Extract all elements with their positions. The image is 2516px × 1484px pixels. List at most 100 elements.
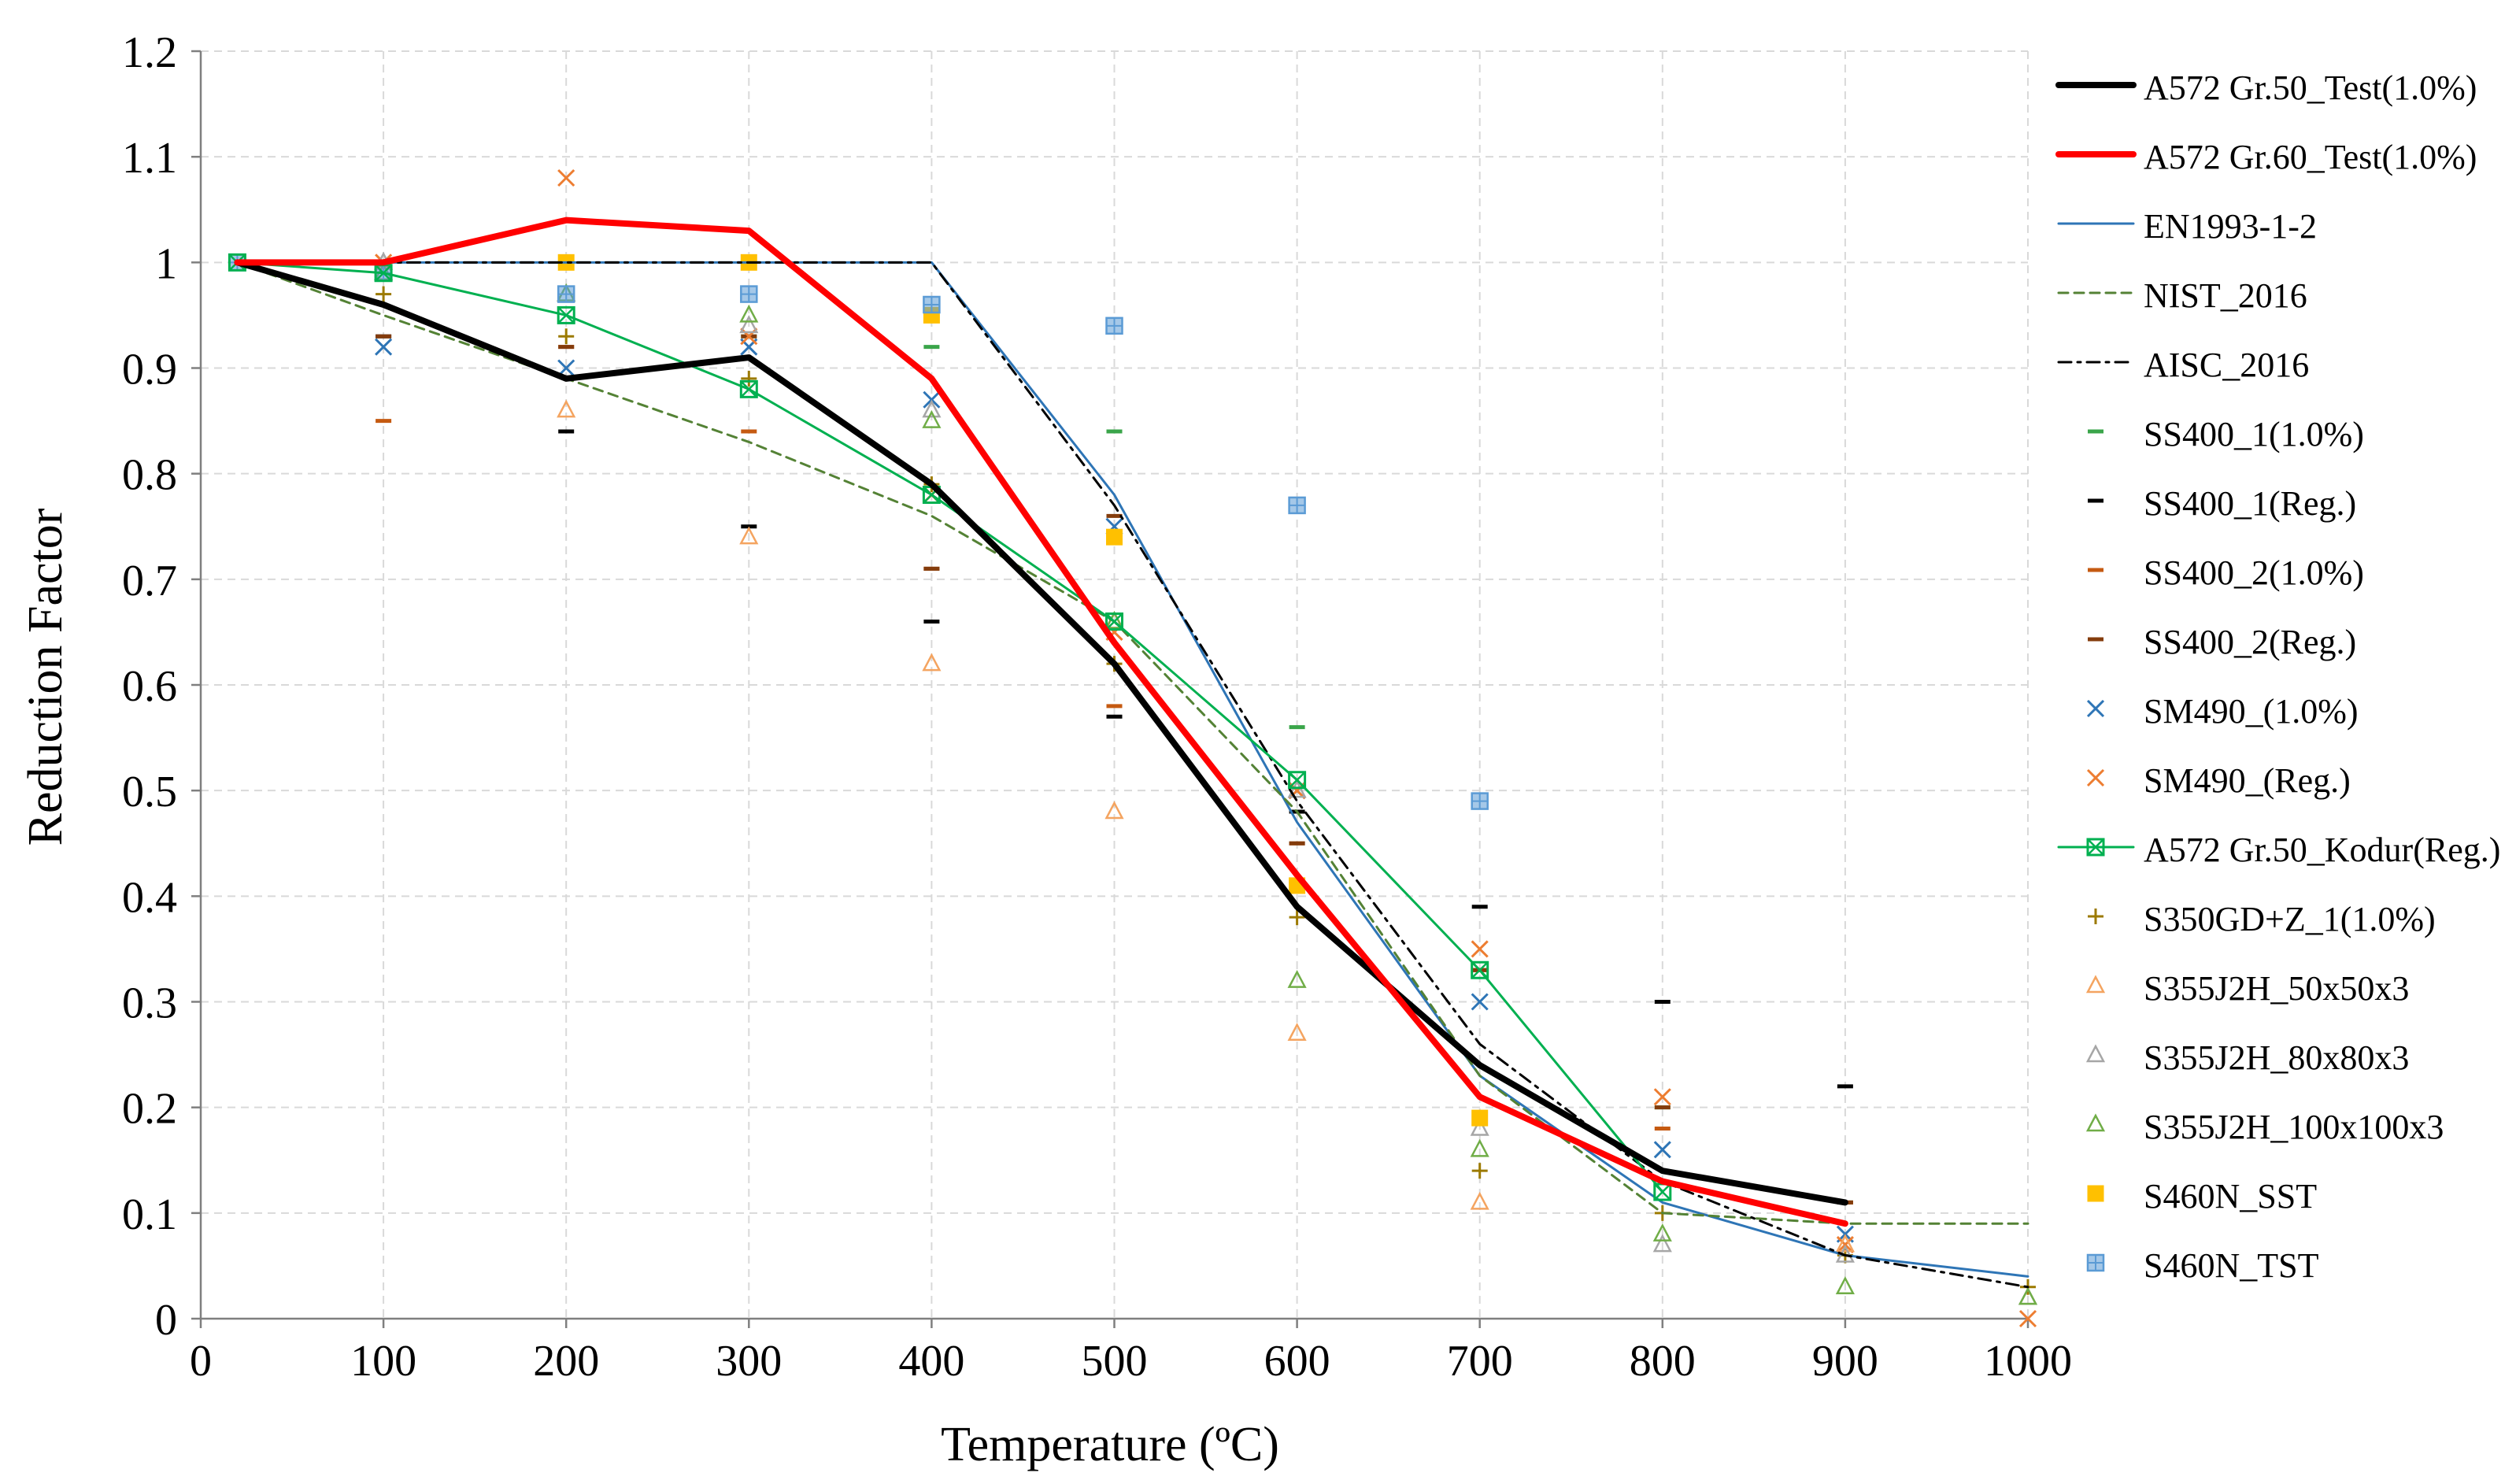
legend-item: A572 Gr.50_Kodur(Reg.) [2057, 831, 2500, 869]
marker-box [557, 305, 575, 324]
x-tick-label: 1000 [1984, 1337, 2072, 1386]
tick-labels: 0 100 200 300 400 500 600 700 800 900 1000 0 0.1 0.2 0… [122, 28, 2072, 1386]
x-tick-label: 900 [1812, 1337, 1878, 1386]
data-point [1471, 1163, 1488, 1179]
legend-swatch-marker [2087, 1185, 2104, 1202]
legend-item: S460N_TST [2086, 1246, 2319, 1285]
legend: A572 Gr.50_Test(1.0%) A572 Gr.60_Test(1.0… [2055, 68, 2500, 1285]
legend-label: A572 Gr.60_Test(1.0%) [2144, 138, 2477, 176]
data-point [1835, 1234, 1855, 1253]
y-tick-label: 0.1 [122, 1190, 177, 1239]
legend-swatch-marker [2086, 838, 2105, 857]
data-point [1471, 1109, 1489, 1127]
y-tick-label: 0.4 [122, 873, 177, 922]
legend-item: SM490_(Reg.) [2086, 761, 2351, 800]
y-tick-label: 0.2 [122, 1085, 177, 1134]
legend-label: A572 Gr.50_Test(1.0%) [2144, 68, 2477, 107]
data-point [922, 399, 942, 418]
y-tick-label: 1 [155, 239, 177, 288]
legend-label: AISC_2016 [2144, 346, 2309, 384]
series-14 [374, 251, 2038, 1305]
marker-stroke [2086, 699, 2105, 718]
data-point [2018, 1286, 2038, 1305]
y-tick-label: 1.2 [122, 28, 177, 77]
series-16 [557, 254, 1489, 1127]
data-point [1835, 1276, 1855, 1294]
data-point [1287, 779, 1307, 798]
series-line [235, 261, 2029, 1278]
marker-stroke [2087, 838, 2104, 856]
legend-label: S355J2H_100x100x3 [2144, 1108, 2444, 1146]
marker-stroke [1653, 1183, 1671, 1201]
legend-swatch-marker [2085, 1044, 2106, 1063]
data-point [741, 370, 757, 387]
marker-stroke [2018, 1309, 2037, 1328]
x-tick-label: 600 [1264, 1337, 1330, 1386]
marker-box [1105, 612, 1123, 631]
data-point [557, 399, 576, 418]
data-point [739, 526, 759, 545]
y-tick-label: 1.1 [122, 134, 177, 183]
marker-stroke [1471, 940, 1489, 958]
x-tick-label: 100 [350, 1337, 416, 1386]
data-point [1471, 940, 1489, 958]
data-point [922, 409, 942, 428]
data-point [1105, 612, 1123, 631]
legend-item: SM490_(1.0%) [2086, 692, 2359, 731]
legend-label: S355J2H_80x80x3 [2144, 1038, 2409, 1077]
legend-label: SS400_1(1.0%) [2144, 415, 2364, 453]
marker-stroke [2086, 768, 2105, 787]
legend-item: S350GD+Z_1(1.0%) [2088, 900, 2436, 938]
x-tick-label: 400 [898, 1337, 964, 1386]
data-point [1288, 496, 1306, 515]
series-3 [235, 261, 2029, 1225]
data-point [1288, 771, 1307, 790]
marker-stroke [557, 168, 575, 187]
marker-box [1288, 771, 1307, 790]
data-point [1287, 969, 1307, 988]
data-point [1653, 1182, 1672, 1201]
legend-swatch-marker [2086, 768, 2105, 787]
legend-item: SS400_1(Reg.) [2088, 484, 2356, 523]
y-tick-label: 0.9 [122, 346, 177, 394]
series-line [235, 261, 2029, 1289]
marker-stroke [1471, 993, 1489, 1011]
data-point [1470, 1138, 1489, 1157]
data-point [923, 295, 941, 314]
legend-item: SS400_2(1.0%) [2088, 553, 2364, 592]
marker-stroke [1653, 1088, 1671, 1106]
marker-stroke [375, 338, 393, 356]
legend-label: SS400_2(1.0%) [2144, 553, 2364, 592]
legend-swatch-marker [2088, 909, 2103, 924]
data-point [739, 304, 759, 323]
data-point [1287, 1023, 1307, 1041]
legend-label: SM490_(Reg.) [2144, 761, 2351, 800]
data-point [557, 168, 575, 187]
x-tick-label: 700 [1447, 1337, 1513, 1386]
marker-stroke [740, 380, 758, 398]
data-point [1106, 528, 1123, 546]
series-10 [375, 168, 2037, 1328]
data-point [1653, 1088, 1671, 1106]
legend-label: A572 Gr.50_Kodur(Reg.) [2144, 831, 2500, 869]
series-0 [234, 259, 1848, 1206]
data-point [1105, 316, 1123, 335]
series-11 [228, 253, 1672, 1201]
series-2 [235, 261, 2029, 1278]
legend-swatch-marker [2085, 975, 2106, 994]
legend-item: SS400_1(1.0%) [2088, 415, 2364, 453]
data-point [1652, 1223, 1672, 1242]
legend-item: SS400_2(Reg.) [2088, 623, 2356, 661]
x-tick-label: 500 [1082, 1337, 1148, 1386]
marker-stroke [557, 306, 575, 324]
data-point [375, 338, 393, 356]
marker-stroke [375, 264, 392, 282]
y-axis-title: Reduction Factor [19, 508, 72, 846]
marker-box [2086, 838, 2105, 857]
y-tick-label: 0.7 [122, 557, 177, 605]
data-point [1471, 792, 1489, 810]
data-point [1652, 1234, 1672, 1253]
legend-swatch-marker [2085, 1113, 2106, 1132]
y-tick-label: 0 [155, 1296, 177, 1345]
axes [191, 50, 2029, 1328]
